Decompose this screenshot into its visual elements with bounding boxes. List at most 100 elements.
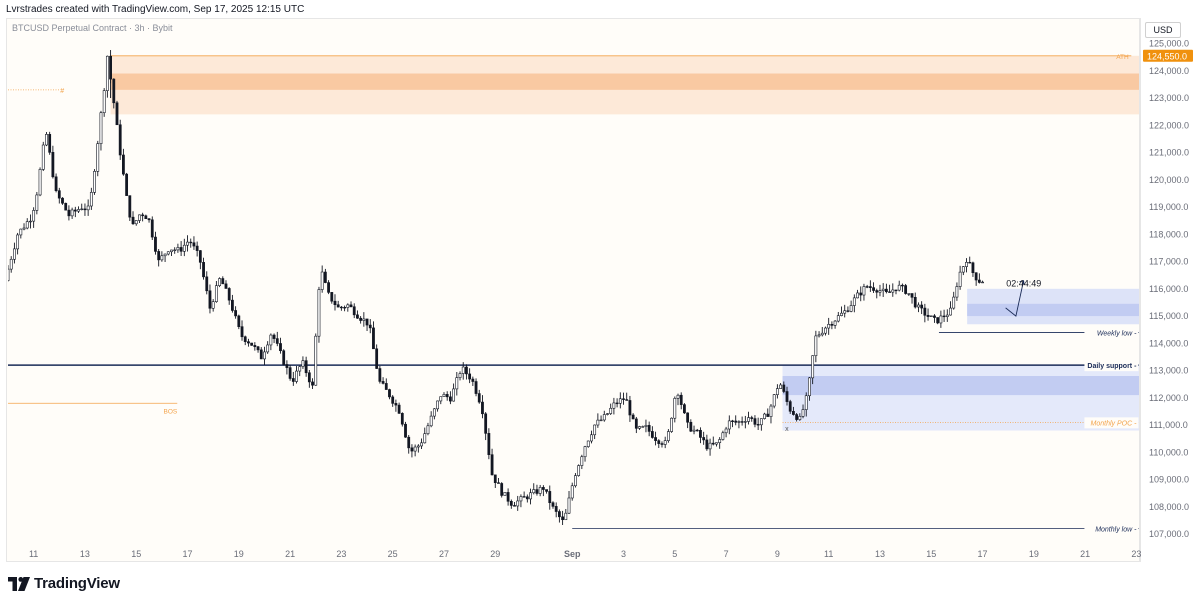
y-tick-label: 115,000.0 [1149,311,1188,321]
candle-down [400,413,404,425]
candle-down [48,134,52,153]
candle-up [747,417,750,422]
candle-down [368,324,372,329]
candle-up [811,355,815,379]
candle-up [692,429,696,432]
candle-up [814,335,818,357]
candle-up [727,420,731,430]
currency-button[interactable]: USD [1145,22,1181,38]
candle-down [192,242,196,247]
footer [0,565,1200,603]
candle-up [583,446,587,458]
y-tick-label: 112,000.0 [1149,393,1188,403]
candle-down [195,245,199,251]
candle-down [923,307,927,316]
candle-down [118,124,122,156]
candle-up [612,402,616,409]
candle-up [580,456,584,466]
candle-up [878,290,882,293]
candle-down [702,437,706,441]
candle-up [452,388,456,402]
candle-up [138,214,141,221]
x-tick-label: 5 [672,549,677,559]
candle-up [715,442,718,445]
candle-down [872,287,875,291]
candle-up [362,318,366,321]
candle-down [61,197,64,204]
candle-down [968,261,972,264]
x-tick-label: 11 [824,549,833,559]
candle-up [269,334,273,346]
candle-up [743,421,747,423]
y-tick-label: 125,000.0 [1149,39,1189,49]
candle-down [356,314,359,319]
candle-up [96,143,100,172]
candle-down [57,190,61,199]
candle-up [314,335,318,386]
candle-up [670,417,673,432]
candle-down [657,440,661,444]
x-tick-label: 17 [978,549,988,559]
x-tick-label: 19 [1029,549,1039,559]
countdown-label: 02:44:49 [1006,278,1041,288]
candle-down [144,215,148,220]
candle-up [8,268,10,281]
candle-up [182,244,186,252]
hash-mark-label: # [60,88,64,95]
candle-up [93,171,96,193]
candle-down [477,393,481,403]
candle-up [606,413,609,415]
candle-down [205,276,209,292]
candle-up [160,255,164,261]
candlestick-chart[interactable]: # x ATH Daily support - Weekly low - Monthly … [0,0,1200,565]
candle-up [663,440,667,445]
candle-down [865,286,869,288]
candle-up [849,305,853,312]
weekly-low-label-bg [1084,327,1139,339]
candle-up [708,442,712,450]
candle-down [695,429,699,432]
candle-up [426,425,430,435]
candle-down [686,412,690,423]
candle-down [846,310,850,312]
candle-down [525,496,529,500]
candle-down [131,216,135,225]
candle-up [45,134,48,146]
monthly-low-label: Monthly low - [1095,527,1137,534]
candle-down [282,350,286,365]
tradingview-logo[interactable]: TradingView [8,575,120,592]
candle-down [381,381,385,384]
candle-up [820,332,824,336]
y-tick-label: 119,000.0 [1149,202,1188,212]
candle-up [70,209,74,217]
candle-down [615,402,619,405]
candle-down [465,366,468,375]
candle-up [836,315,840,322]
candle-up [721,432,725,440]
price-axis[interactable] [1140,18,1200,562]
candle-down [394,403,398,406]
x-mark-label: x [785,426,789,433]
candle-down [54,176,58,192]
candle-up [317,289,321,337]
demand-zone-upper-inner [967,303,1139,317]
ath-label: ATH [1116,54,1129,61]
candle-down [487,433,491,455]
candle-down [705,439,709,450]
candle-down [785,391,789,402]
symbol-legend: BTCUSD Perpetual Contract · 3h · Bybit [12,23,173,33]
candle-down [756,424,760,426]
candle-down [977,279,981,283]
candle-up [961,266,965,273]
candle-down [660,443,664,445]
candle-up [35,194,39,211]
candle-up [211,301,215,309]
candle-down [234,310,238,317]
candle-down [67,209,71,217]
candle-down [474,381,478,394]
candle-down [740,421,744,423]
candle-down [522,496,526,498]
candle-down [323,271,327,283]
candle-up [958,271,962,287]
candle-down [471,378,475,382]
